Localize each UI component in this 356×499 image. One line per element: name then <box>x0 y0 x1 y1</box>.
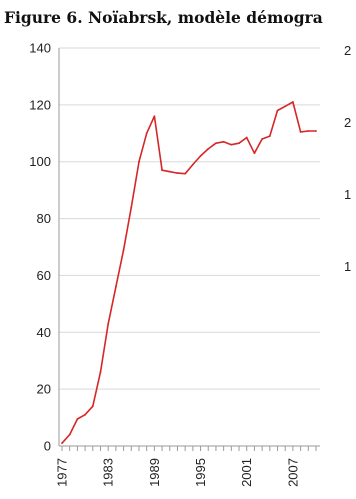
data-point <box>292 101 294 103</box>
right-axis-partial-labels: 2 2 1 1 <box>344 43 351 274</box>
data-point <box>230 143 233 146</box>
data-point <box>276 109 279 112</box>
data-point <box>307 130 310 132</box>
y-tick-label: 80 <box>37 211 51 226</box>
data-point <box>61 442 63 445</box>
chart-title: Figure 6. Noïabrsk, modèle démogra <box>4 8 323 27</box>
data-point <box>238 142 240 145</box>
data-point <box>261 138 264 140</box>
data-point <box>161 169 163 172</box>
x-tick-label: 1983 <box>101 458 116 487</box>
data-point <box>245 136 248 139</box>
y-tick-label: 40 <box>37 325 51 340</box>
right-axis-label: 2 <box>344 115 351 130</box>
data-point <box>99 371 102 373</box>
data-point <box>215 142 217 145</box>
data-point <box>315 130 317 132</box>
y-tick-label: 0 <box>44 439 51 454</box>
data-point <box>199 155 202 157</box>
data-point <box>222 140 225 143</box>
y-tick-label: 120 <box>29 97 51 112</box>
data-point <box>122 248 125 251</box>
data-point <box>68 433 71 436</box>
x-tick-label: 2001 <box>239 458 254 487</box>
data-point <box>268 135 271 138</box>
data-point <box>207 148 210 150</box>
x-tick-labels: 1977 1983 1989 1995 2001 2007 <box>55 458 301 487</box>
data-point <box>284 105 287 108</box>
data-point <box>153 115 156 118</box>
data-point <box>299 130 302 133</box>
right-axis-label: 2 <box>344 43 351 58</box>
x-tick-label: 1977 <box>55 458 70 487</box>
x-tick-label: 1995 <box>193 458 208 487</box>
y-tick-label: 140 <box>29 41 51 56</box>
data-point <box>145 132 148 135</box>
data-point <box>176 172 179 174</box>
data-point <box>114 285 117 288</box>
data-point <box>91 405 94 408</box>
y-tick-label: 60 <box>37 268 51 283</box>
data-point <box>130 206 133 209</box>
data-point <box>84 413 86 416</box>
data-point <box>76 418 79 420</box>
data-point <box>168 170 171 173</box>
data-point <box>138 160 140 163</box>
y-tick-labels: 0 20 40 60 80 100 120 140 <box>29 41 51 454</box>
x-tick-label: 2007 <box>285 458 300 487</box>
right-axis-label: 1 <box>344 187 351 202</box>
series-line <box>61 101 316 444</box>
data-point <box>253 152 256 155</box>
y-tick-label: 100 <box>29 154 51 169</box>
series-layer <box>61 101 317 445</box>
data-point <box>107 322 110 325</box>
gridlines <box>59 47 320 390</box>
right-axis-label: 1 <box>344 259 351 274</box>
data-point <box>191 163 194 166</box>
y-tick-label: 20 <box>37 382 51 397</box>
x-tick-label: 1989 <box>147 458 162 487</box>
data-point <box>184 172 187 175</box>
axes <box>58 48 320 451</box>
